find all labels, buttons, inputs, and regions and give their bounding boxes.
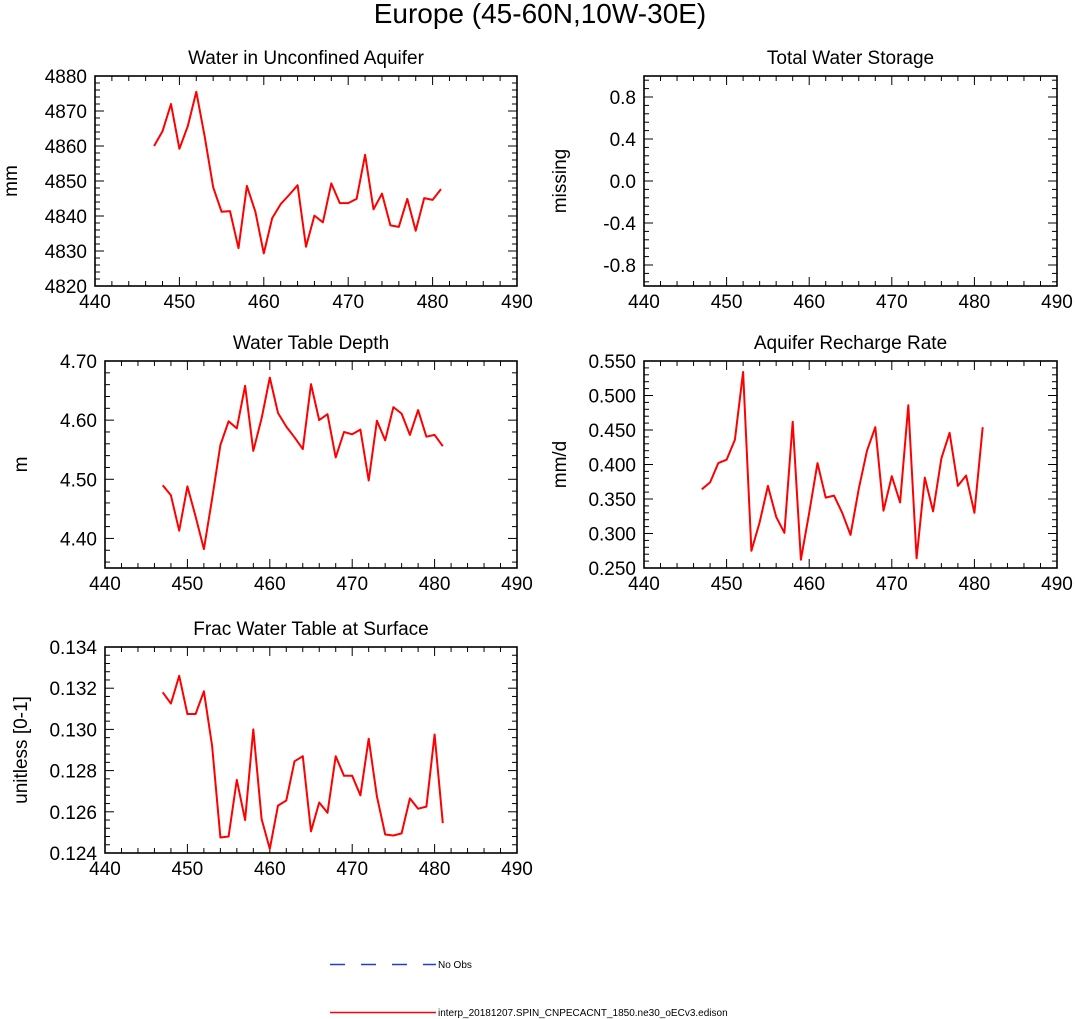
- y-tick-label: 4.40: [60, 529, 97, 550]
- series-line: [153, 90, 442, 255]
- legend: No Obs interp_20181207.SPIN_CNPECACNT_18…: [330, 960, 728, 1019]
- y-axis-label: unitless [0-1]: [11, 696, 32, 804]
- x-tick-label: 480: [417, 292, 449, 313]
- y-tick-label: 0.500: [588, 387, 636, 408]
- y-tick-label: 0.4: [610, 130, 637, 151]
- series-line: [701, 371, 984, 561]
- y-tick-label: 0.134: [49, 638, 97, 659]
- panel-title: Water Table Depth: [233, 333, 389, 354]
- x-tick-label: 440: [89, 574, 121, 595]
- series-line: [161, 376, 444, 551]
- x-tick-label: 470: [876, 574, 908, 595]
- x-tick-label: 490: [1041, 292, 1073, 313]
- x-tick-label: 490: [1041, 574, 1073, 595]
- series-line: [161, 674, 444, 850]
- y-tick-label: 0.450: [588, 421, 636, 442]
- y-tick-label: 4.50: [60, 470, 97, 491]
- y-tick-label: 4830: [45, 242, 87, 263]
- x-tick-label: 460: [793, 574, 825, 595]
- y-axis-label: m: [11, 457, 32, 473]
- plot-frame: [104, 360, 518, 569]
- x-tick-label: 450: [711, 574, 743, 595]
- x-tick-label: 450: [172, 574, 204, 595]
- y-tick-label: 4880: [45, 67, 87, 88]
- y-tick-label: 4840: [45, 207, 87, 228]
- x-tick-label: 460: [254, 859, 286, 880]
- plot-frame: [104, 646, 518, 854]
- y-tick-label: 0.300: [588, 525, 636, 546]
- y-tick-label: 0.132: [49, 679, 97, 700]
- y-tick-label: 0.130: [49, 720, 97, 741]
- y-tick-label: 0.0: [610, 172, 636, 193]
- y-axis-label: mm: [1, 165, 22, 197]
- panel-4: Aquifer Recharge Rate mm/d 440 450 460 470 480…: [550, 333, 1073, 595]
- x-tick-label: 460: [793, 292, 825, 313]
- y-tick-label: 0.126: [49, 803, 97, 824]
- panel-5: Frac Water Table at Surface unitless [0-1…: [11, 619, 533, 880]
- legend-model-label: interp_20181207.SPIN_CNPECACNT_1850.ne30…: [438, 1008, 728, 1019]
- y-tick-label: -0.8: [603, 256, 636, 277]
- x-tick-label: 470: [336, 859, 368, 880]
- y-tick-label: 0.250: [588, 559, 636, 580]
- y-tick-label: 4850: [45, 172, 87, 193]
- x-tick-label: 450: [172, 859, 204, 880]
- x-tick-label: 480: [959, 574, 991, 595]
- x-tick-label: 470: [876, 292, 908, 313]
- panel-2: Total Water Storage missing 440 450 460 470 48…: [550, 48, 1073, 313]
- y-axis-label: missing: [550, 149, 571, 213]
- x-tick-label: 440: [628, 292, 660, 313]
- x-tick-label: 490: [501, 859, 533, 880]
- y-tick-label: 4.60: [60, 411, 97, 432]
- panel-title: Water in Unconfined Aquifer: [188, 48, 425, 69]
- x-tick-label: 440: [89, 859, 121, 880]
- y-tick-label: -0.4: [603, 214, 636, 235]
- x-tick-label: 480: [419, 859, 451, 880]
- y-tick-label: 4860: [45, 137, 87, 158]
- legend-obs-label: No Obs: [438, 960, 472, 971]
- y-tick-label: 0.400: [588, 456, 636, 477]
- x-tick-label: 450: [164, 292, 196, 313]
- y-tick-label: 0.350: [588, 490, 636, 511]
- y-tick-label: 4820: [45, 277, 87, 298]
- panel-1: Water in Unconfined Aquifer mm 440 450 460 47…: [1, 48, 533, 313]
- y-tick-label: 4870: [45, 102, 87, 123]
- x-tick-label: 470: [336, 574, 368, 595]
- plot-frame: [94, 75, 518, 287]
- y-axis-label: mm/d: [550, 441, 571, 489]
- panel-title: Total Water Storage: [767, 48, 934, 69]
- y-tick-label: 0.128: [49, 762, 97, 783]
- x-tick-label: 460: [248, 292, 280, 313]
- y-tick-label: 0.8: [610, 88, 636, 109]
- panel-title: Aquifer Recharge Rate: [754, 333, 947, 354]
- panels: Water in Unconfined Aquifer mm 440 450 460 47…: [1, 48, 1073, 880]
- y-tick-label: 0.124: [49, 844, 97, 865]
- plot-frame: [643, 360, 1058, 569]
- page-title: Europe (45-60N,10W-30E): [374, 0, 707, 29]
- x-tick-label: 440: [628, 574, 660, 595]
- plot-frame: [643, 75, 1058, 287]
- x-tick-label: 490: [501, 292, 533, 313]
- x-tick-label: 490: [501, 574, 533, 595]
- panel-3: Water Table Depth m 440 450 460 470 480 490 4.40…: [11, 333, 533, 595]
- x-tick-label: 480: [419, 574, 451, 595]
- x-tick-label: 440: [79, 292, 111, 313]
- y-tick-label: 0.550: [588, 352, 636, 373]
- x-tick-label: 450: [711, 292, 743, 313]
- x-tick-label: 470: [332, 292, 364, 313]
- x-tick-label: 480: [959, 292, 991, 313]
- y-tick-label: 4.70: [60, 352, 97, 373]
- panel-title: Frac Water Table at Surface: [193, 619, 429, 640]
- x-tick-label: 460: [254, 574, 286, 595]
